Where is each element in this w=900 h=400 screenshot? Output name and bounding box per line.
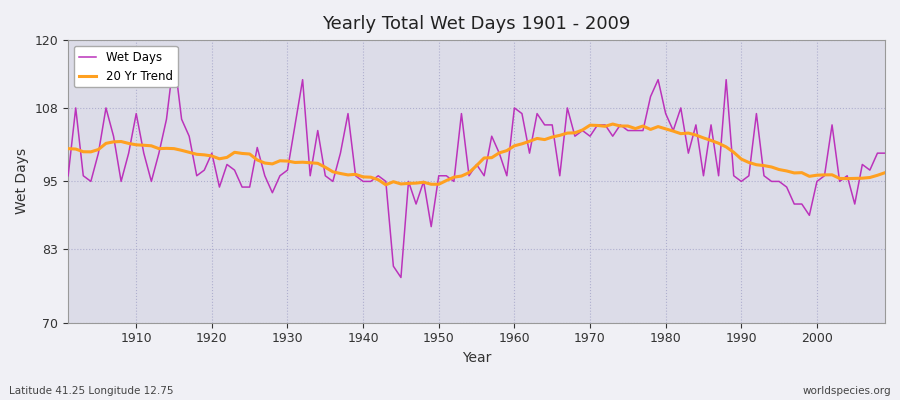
Wet Days [524,151,535,156]
Wet Days [168,55,179,60]
20 Yr Trend [517,142,527,146]
Text: worldspecies.org: worldspecies.org [803,386,891,396]
Wet Days [297,77,308,82]
Title: Yearly Total Wet Days 1901 - 2009: Yearly Total Wet Days 1901 - 2009 [322,15,631,33]
Line: 20 Yr Trend: 20 Yr Trend [68,124,885,185]
Legend: Wet Days, 20 Yr Trend: Wet Days, 20 Yr Trend [74,46,177,87]
20 Yr Trend [509,144,520,148]
Wet Days [343,111,354,116]
20 Yr Trend [123,141,134,146]
Text: Latitude 41.25 Longitude 12.75: Latitude 41.25 Longitude 12.75 [9,386,174,396]
Wet Days [615,122,626,127]
Wet Days [123,151,134,156]
Wet Days [879,151,890,156]
20 Yr Trend [879,170,890,175]
20 Yr Trend [381,182,392,187]
20 Yr Trend [335,171,346,176]
20 Yr Trend [608,122,618,126]
X-axis label: Year: Year [462,351,491,365]
Wet Days [63,173,74,178]
Line: Wet Days: Wet Days [68,57,885,278]
20 Yr Trend [63,146,74,151]
20 Yr Trend [615,124,626,128]
Wet Days [395,275,406,280]
Y-axis label: Wet Days: Wet Days [15,148,29,214]
20 Yr Trend [290,160,301,165]
Wet Days [517,111,527,116]
